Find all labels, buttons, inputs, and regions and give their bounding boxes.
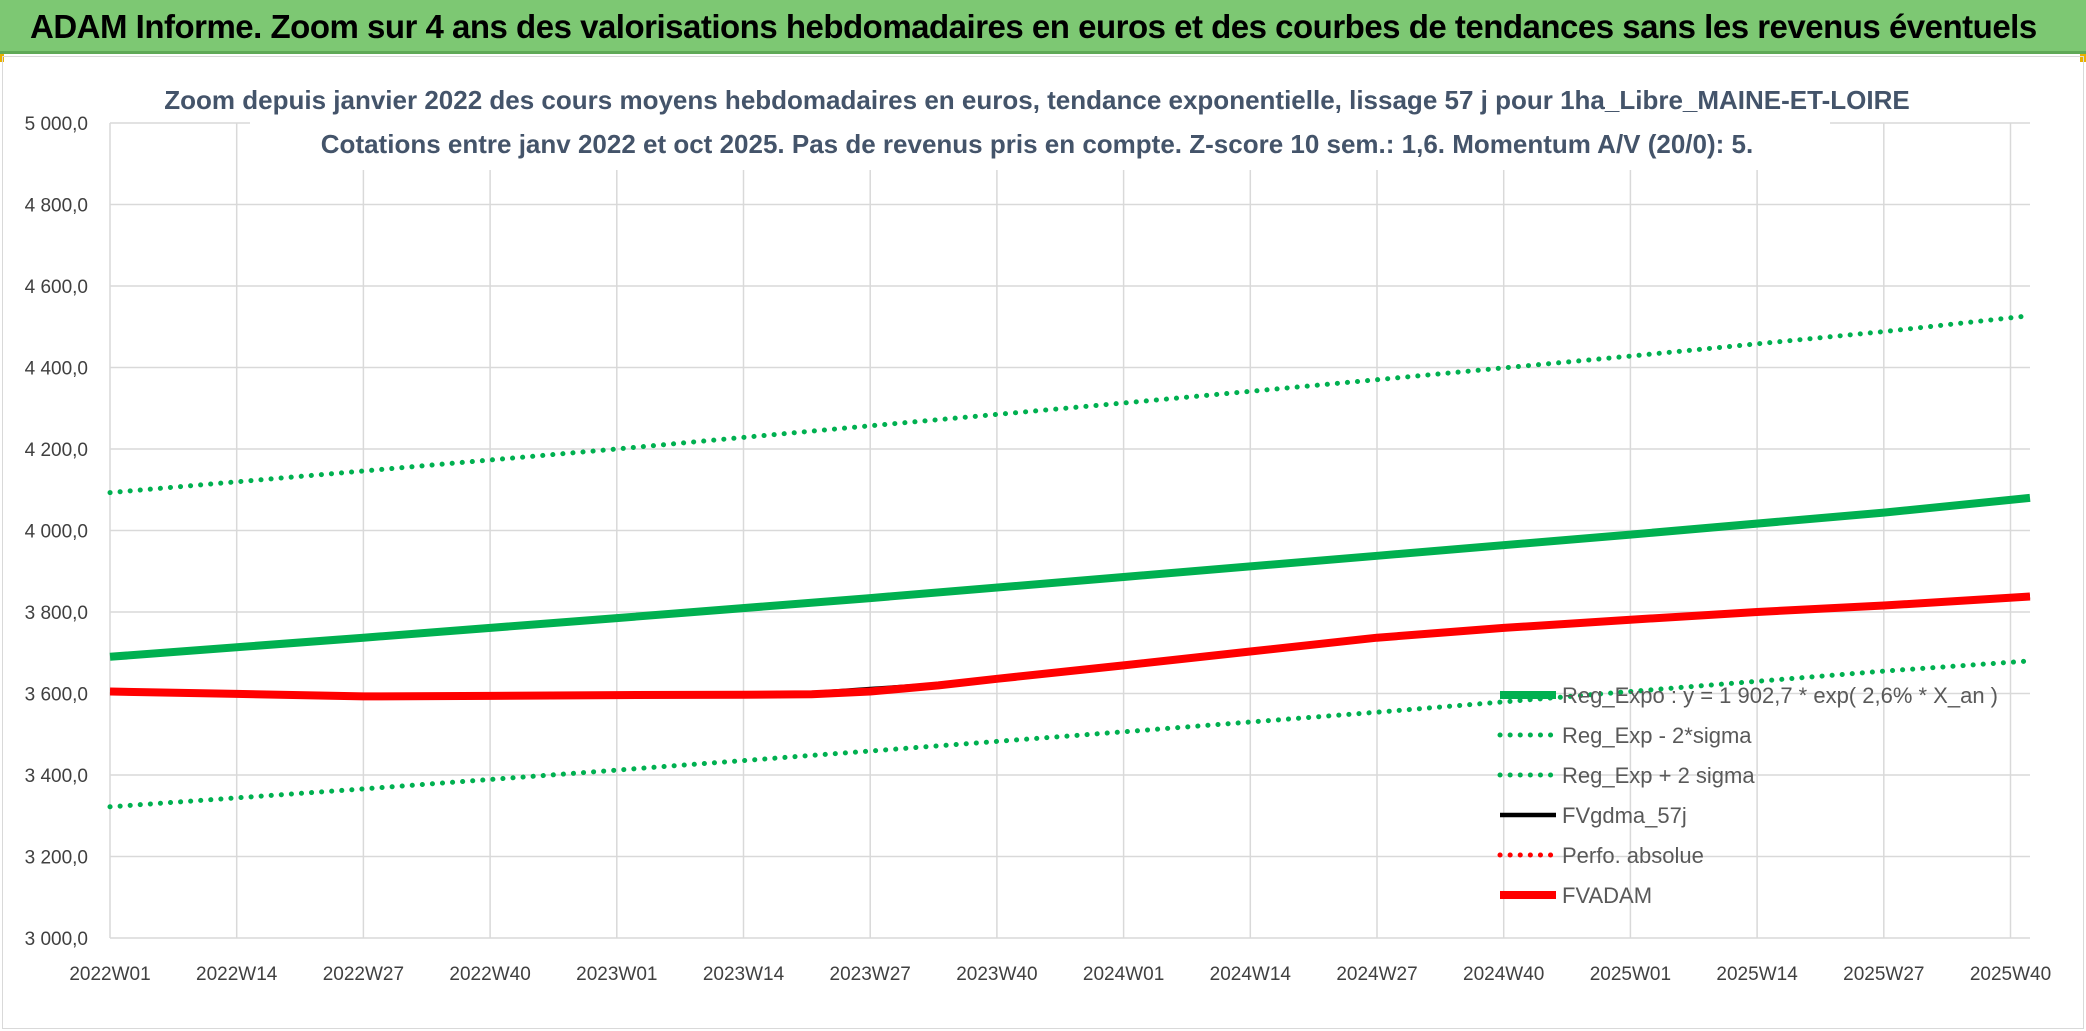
legend-label: Reg_Exp - 2*sigma (1562, 723, 1752, 748)
x-tick-label: 2023W14 (703, 964, 785, 985)
x-tick-label: 2024W14 (1210, 964, 1292, 985)
x-tick-label: 2024W01 (1083, 964, 1164, 985)
legend-label: Perfo. absolue (1562, 843, 1704, 868)
x-tick-label: 2023W01 (576, 964, 657, 985)
x-tick-label: 2025W40 (1970, 964, 2051, 985)
gridlines (109, 122, 2030, 939)
x-tick-label: 2024W40 (1463, 964, 1544, 985)
y-tick-label: 4 200,0 (25, 440, 88, 461)
y-axis-ticks: 3 000,0 3 200,0 3 400,0 3 600,0 3 800,0 4 000… (25, 114, 88, 950)
report-title: ADAM Informe. Zoom sur 4 ans des valoris… (30, 8, 2037, 45)
chart-title-area: Zoom depuis janvier 2022 des cours moyen… (164, 80, 1910, 170)
y-tick-label: 3 400,0 (25, 766, 88, 787)
series-line-fvadam (109, 592, 2031, 701)
x-tick-label: 2022W14 (196, 964, 278, 985)
x-tick-label: 2022W27 (323, 964, 404, 985)
y-tick-label: 4 800,0 (25, 196, 88, 217)
chart-legend: Reg_Expo : y = 1 902,7 * exp( 2,6% * X_a… (1497, 683, 1998, 908)
chart-title-background (250, 80, 1830, 170)
data-series (107, 313, 2033, 810)
legend-label: FVADAM (1562, 883, 1652, 908)
x-tick-label: 2023W40 (956, 964, 1037, 985)
legend-label: Reg_Expo : y = 1 902,7 * exp( 2,6% * X_a… (1562, 683, 1998, 708)
chart-title: Zoom depuis janvier 2022 des cours moyen… (164, 85, 1909, 115)
y-tick-label: 4 000,0 (25, 522, 88, 543)
x-tick-label: 2025W14 (1716, 964, 1798, 985)
x-tick-label: 2024W27 (1336, 964, 1417, 985)
x-tick-label: 2022W40 (449, 964, 530, 985)
series-line-reg-expo-y-1-902-7-exp-2-6-x-an (109, 493, 2031, 661)
x-axis-ticks: 2022W01 2022W14 2022W27 2022W40 2023W01 2023W… (69, 964, 2051, 985)
chart-subtitle: Cotations entre janv 2022 et oct 2025. P… (321, 129, 1753, 159)
x-tick-label: 2025W27 (1843, 964, 1924, 985)
legend-label: Reg_Exp + 2 sigma (1562, 763, 1755, 788)
y-tick-label: 4 400,0 (25, 359, 88, 380)
y-tick-label: 3 200,0 (25, 848, 88, 869)
y-tick-label: 3 800,0 (25, 603, 88, 624)
y-tick-label: 5 000,0 (25, 114, 88, 135)
legend-label: FVgdma_57j (1562, 803, 1687, 828)
report-banner: ADAM Informe. Zoom sur 4 ans des valoris… (0, 0, 2086, 54)
x-tick-label: 2025W01 (1590, 964, 1671, 985)
series-line-reg-exp-2-sigma (107, 313, 2033, 496)
x-tick-label: 2023W27 (830, 964, 911, 985)
y-tick-label: 4 600,0 (25, 277, 88, 298)
y-tick-label: 3 000,0 (25, 929, 88, 950)
y-tick-label: 3 600,0 (25, 685, 88, 706)
chart-frame (2, 56, 2084, 1029)
x-tick-label: 2022W01 (69, 964, 150, 985)
